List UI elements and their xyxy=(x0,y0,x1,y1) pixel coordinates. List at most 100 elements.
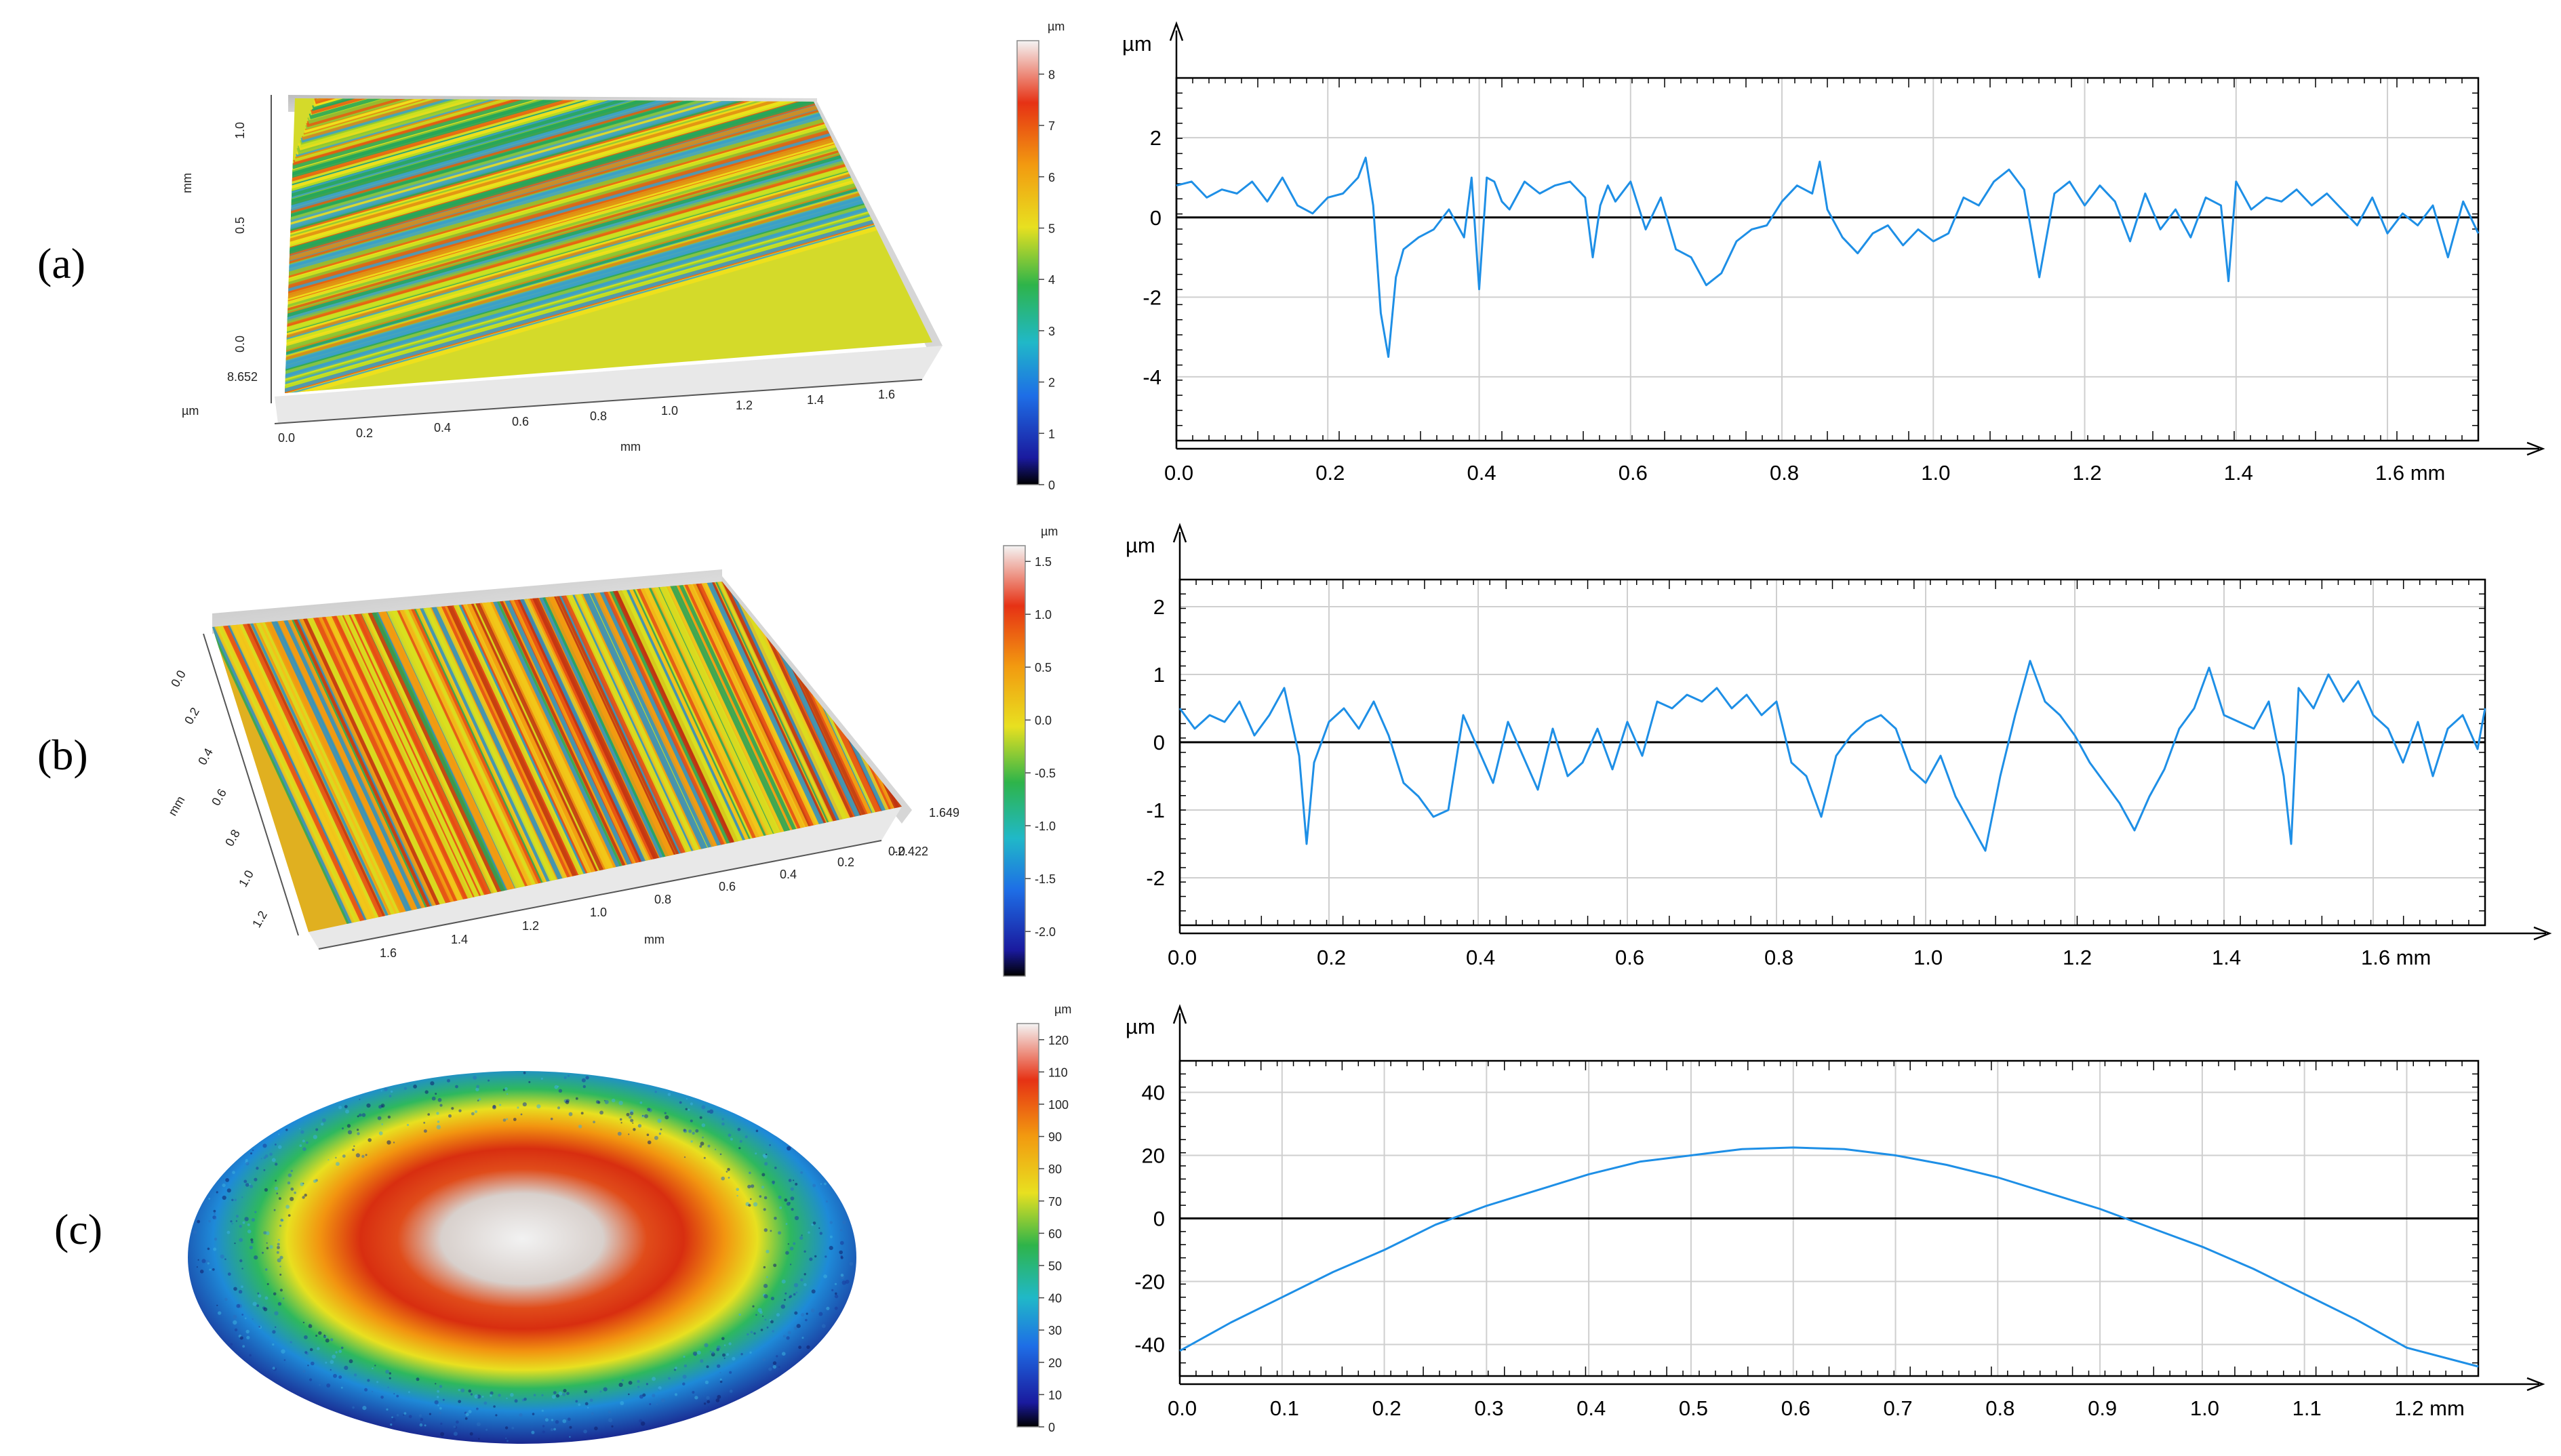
dome-speckle xyxy=(683,1129,686,1132)
dome-speckle xyxy=(247,1230,252,1234)
dome-speckle xyxy=(304,1351,308,1354)
dome-speckle xyxy=(424,1424,426,1427)
dome-speckle xyxy=(239,1225,242,1228)
dome-speckle xyxy=(239,1336,243,1340)
dome-speckle xyxy=(390,1423,393,1426)
dome-speckle xyxy=(628,1133,630,1135)
dome-speckle xyxy=(349,1359,353,1364)
dome-speckle xyxy=(736,1194,738,1197)
dome-speckle xyxy=(769,1319,772,1321)
stripesA-streak xyxy=(336,0,1116,41)
dome-speckle xyxy=(234,1328,238,1332)
dome-speckle xyxy=(249,1183,251,1186)
dome-speckle xyxy=(193,1230,197,1234)
stripesB-streak xyxy=(364,582,548,932)
stripesB-streak xyxy=(294,582,474,932)
stripesA-streak xyxy=(324,0,1104,75)
dome-speckle xyxy=(302,1196,305,1199)
dome-speckle xyxy=(639,1101,643,1104)
profile-line xyxy=(1179,1146,2479,1368)
dome-speckle xyxy=(803,1283,807,1287)
stripesB-streak xyxy=(235,582,415,932)
stripesA-streak xyxy=(328,0,1108,64)
dome-speckle xyxy=(812,1184,816,1188)
dome-speckle xyxy=(782,1335,786,1338)
colorbar-tick-label: 120 xyxy=(1048,1034,1069,1047)
x-tick-label: 1.4 xyxy=(2224,461,2253,485)
stripesA-streak xyxy=(285,98,932,246)
dome-speckle xyxy=(502,1118,507,1122)
dome-speckle xyxy=(793,1282,799,1288)
dome-speckle xyxy=(748,1204,751,1207)
dome-speckle xyxy=(453,1425,456,1428)
dome-speckle xyxy=(460,1388,465,1393)
dome-speckle xyxy=(544,1416,547,1419)
colorbar-b: µm 1.5 1.0 0.5 0.0 -0.5 -1.0 -1.5 -2.0 xyxy=(1003,525,1058,977)
dome-speckle xyxy=(805,1318,808,1322)
dome-speckle xyxy=(654,1091,657,1093)
stripesA-streak xyxy=(316,98,932,100)
dome-speckle xyxy=(770,1297,774,1301)
dome-speckle xyxy=(250,1240,254,1244)
dome-speckle xyxy=(794,1311,798,1315)
stripesA-streak xyxy=(285,165,932,393)
dome-speckle xyxy=(752,1305,755,1308)
dome-speckle xyxy=(308,1324,313,1329)
dome-speckle xyxy=(829,1235,833,1238)
dome-speckle xyxy=(694,1396,698,1400)
dome-speckle xyxy=(647,1140,652,1145)
dome-speckle xyxy=(723,1344,726,1346)
x-tick-label: 0.4 xyxy=(1576,1396,1606,1420)
dome-speckle xyxy=(249,1354,252,1357)
dome-speckle xyxy=(304,1335,308,1339)
surface-b-xtick-1.6: 1.6 xyxy=(380,946,397,960)
dome-speckle xyxy=(242,1345,245,1348)
dome-speckle xyxy=(632,1122,634,1124)
surface-a-sidewall xyxy=(814,102,942,359)
dome-speckle xyxy=(252,1149,254,1152)
y-tick-label: 20 xyxy=(1142,1144,1165,1168)
dome-speckle xyxy=(326,1383,331,1388)
stripesB-streak xyxy=(222,582,403,932)
dome-speckle xyxy=(703,1402,707,1405)
dome-speckle xyxy=(420,1417,424,1421)
stripesA-streak xyxy=(347,0,1127,10)
colorbar-a-bar xyxy=(1016,40,1039,485)
surface-a-xtick-0.0: 0.0 xyxy=(278,431,295,445)
dome-speckle xyxy=(721,1337,725,1341)
y-tick-label: 2 xyxy=(1150,126,1162,150)
dome-speckle xyxy=(542,1425,545,1428)
dome-speckle xyxy=(272,1330,276,1334)
dome-speckle xyxy=(464,1417,468,1420)
stripesB-streak xyxy=(238,582,418,932)
dome-speckle xyxy=(498,1394,501,1397)
dome-speckle xyxy=(352,1148,355,1152)
y-axis-arrow xyxy=(1169,21,1184,41)
dome-speckle xyxy=(513,1118,517,1121)
dome-speckle xyxy=(818,1312,823,1316)
dome-speckle xyxy=(506,1093,509,1095)
surface-a-xtick-0.4: 0.4 xyxy=(434,421,451,434)
dome-speckle xyxy=(664,1112,667,1114)
plot-frame xyxy=(1178,578,2486,927)
stripesA-streak xyxy=(334,0,1113,49)
surface-a-zunit: µm xyxy=(182,404,199,418)
plot-frame xyxy=(1175,77,2480,442)
y-axis-label: µm xyxy=(1122,32,1152,56)
dome-speckle xyxy=(275,1162,278,1166)
dome-speckle xyxy=(389,1372,391,1375)
x-tick-label: 0.3 xyxy=(1474,1396,1503,1420)
stripesB-streak xyxy=(326,582,504,932)
dome-speckle xyxy=(789,1296,791,1299)
dome-speckle xyxy=(562,1419,567,1423)
dome-speckle xyxy=(787,1146,791,1151)
x-tick-label: 1.0 xyxy=(1913,946,1943,969)
stripesA-streak xyxy=(344,0,1124,19)
stripesB-streak xyxy=(212,582,375,932)
dome-speckle xyxy=(719,1153,722,1156)
dome-speckle xyxy=(368,1138,372,1142)
dome-speckle xyxy=(470,1393,473,1396)
dome-speckle xyxy=(458,1400,462,1404)
dome-speckle xyxy=(763,1208,766,1211)
dome-speckle xyxy=(256,1304,259,1308)
